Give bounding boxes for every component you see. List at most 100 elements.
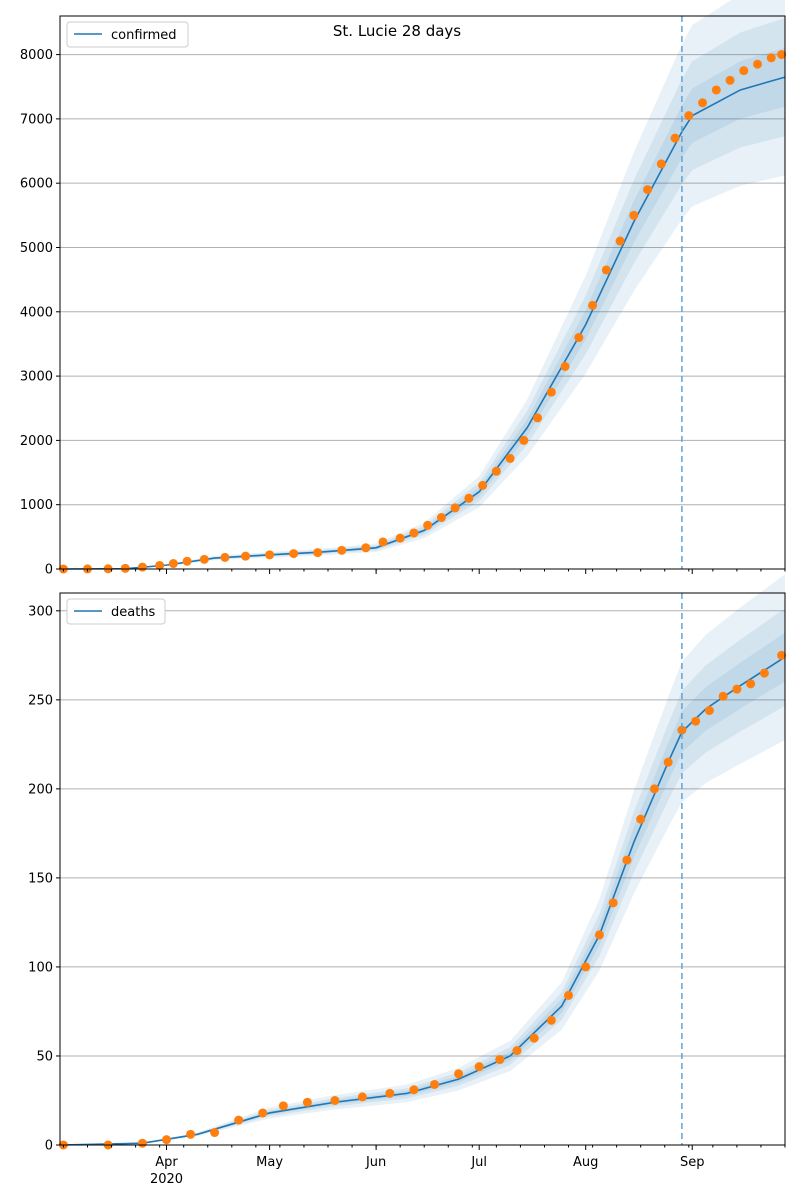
deaths-legend: deaths [66, 598, 166, 625]
observed-point [677, 725, 687, 735]
observed-point [395, 533, 405, 543]
observed-point [663, 757, 673, 767]
observed-point [302, 1097, 312, 1107]
observed-point [529, 1033, 539, 1043]
observed-point [505, 453, 515, 463]
y-tick-label: 5000 [20, 241, 53, 256]
observed-point [478, 480, 488, 490]
observed-point [512, 1046, 522, 1056]
observed-point [199, 554, 209, 564]
confirmed-y-axis-ticks: 0 1000 2000 3000 4000 5000 6000 7000 8000 [20, 48, 60, 578]
observed-point [155, 560, 165, 570]
y-tick-label: 150 [28, 871, 53, 886]
observed-point [711, 85, 721, 95]
uncertainty-band [60, 0, 785, 569]
x-tick-label: Jun [365, 1155, 386, 1170]
y-tick-label: 300 [28, 604, 53, 619]
observed-point [357, 1092, 367, 1102]
observed-point [430, 1079, 440, 1089]
observed-point [120, 563, 130, 573]
observed-point [718, 691, 728, 701]
deaths-y-axis-ticks: 0 50 100 150 200 250 300 [28, 604, 60, 1154]
observed-point [691, 716, 701, 726]
observed-point [533, 413, 543, 423]
observed-point [220, 552, 230, 562]
observed-point [684, 111, 694, 121]
observed-point [474, 1062, 484, 1072]
observed-point [495, 1055, 505, 1065]
observed-point [361, 543, 371, 553]
x-tick-label: Apr [155, 1155, 178, 1170]
y-tick-label: 250 [28, 693, 53, 708]
observed-point [732, 684, 742, 694]
observed-point [423, 520, 433, 530]
observed-point [378, 537, 388, 547]
observed-point [168, 559, 178, 569]
observed-point [491, 466, 501, 476]
observed-point [137, 562, 147, 572]
y-tick-label: 50 [36, 1049, 53, 1064]
x-tick-label: Jul [470, 1155, 487, 1170]
observed-point [560, 361, 570, 371]
observed-point [337, 545, 347, 555]
observed-point [330, 1095, 340, 1105]
observed-point [546, 387, 556, 397]
observed-point [581, 962, 591, 972]
y-tick-label: 1000 [20, 498, 53, 513]
observed-point [385, 1088, 395, 1098]
observed-point [629, 210, 639, 220]
confirmed-legend-label: confirmed [111, 28, 177, 43]
observed-point [278, 1101, 288, 1111]
observed-point [704, 706, 714, 716]
observed-point [643, 185, 653, 195]
observed-point [636, 814, 646, 824]
observed-point [450, 503, 460, 513]
observed-point [241, 551, 251, 561]
observed-point [725, 75, 735, 85]
observed-point [313, 548, 323, 558]
confirmed-legend: confirmed [66, 21, 189, 48]
observed-point [409, 528, 419, 538]
observed-point [766, 53, 776, 63]
observed-point [746, 679, 756, 689]
deaths-uncertainty-bands [60, 574, 785, 1145]
observed-point [137, 1138, 147, 1148]
observed-point [234, 1115, 244, 1125]
deaths-panel: 0 50 100 150 200 250 300 Apr May Jun Jul Aug Sep 202… [28, 574, 787, 1187]
chart-title: St. Lucie 28 days [333, 22, 461, 40]
observed-point [622, 855, 632, 865]
observed-point [759, 668, 769, 678]
observed-point [182, 556, 192, 566]
observed-point [608, 898, 618, 908]
observed-point [409, 1085, 419, 1095]
observed-point [594, 930, 604, 940]
observed-point [574, 333, 584, 343]
observed-point [649, 784, 659, 794]
x-tick-year-label: 2020 [150, 1172, 183, 1187]
observed-point [464, 493, 474, 503]
y-tick-label: 7000 [20, 112, 53, 127]
y-tick-label: 0 [45, 1139, 53, 1154]
x-tick-label: May [256, 1155, 283, 1170]
observed-point [656, 159, 666, 169]
confirmed-legend-box [66, 21, 189, 48]
observed-point [588, 300, 598, 310]
confirmed-uncertainty-bands [60, 0, 785, 569]
x-tick-label: Aug [573, 1155, 598, 1170]
y-tick-label: 8000 [20, 48, 53, 63]
deaths-legend-box [66, 598, 166, 625]
observed-point [162, 1135, 172, 1145]
observed-point [698, 98, 708, 108]
observed-point [739, 66, 749, 76]
observed-point [777, 50, 787, 60]
y-tick-label: 100 [28, 960, 53, 975]
observed-point [615, 236, 625, 246]
observed-point [186, 1129, 196, 1139]
observed-point [454, 1069, 464, 1079]
confirmed-panel: 0 1000 2000 3000 4000 5000 6000 7000 8000 St. Lu… [20, 0, 787, 578]
uncertainty-band [60, 574, 785, 1145]
observed-point [289, 549, 299, 559]
x-tick-label: Sep [680, 1155, 705, 1170]
observed-point [519, 435, 529, 445]
